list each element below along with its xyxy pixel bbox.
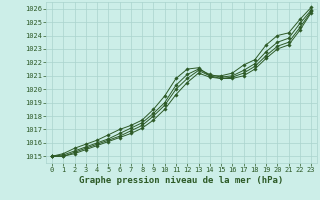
X-axis label: Graphe pression niveau de la mer (hPa): Graphe pression niveau de la mer (hPa) (79, 176, 284, 185)
